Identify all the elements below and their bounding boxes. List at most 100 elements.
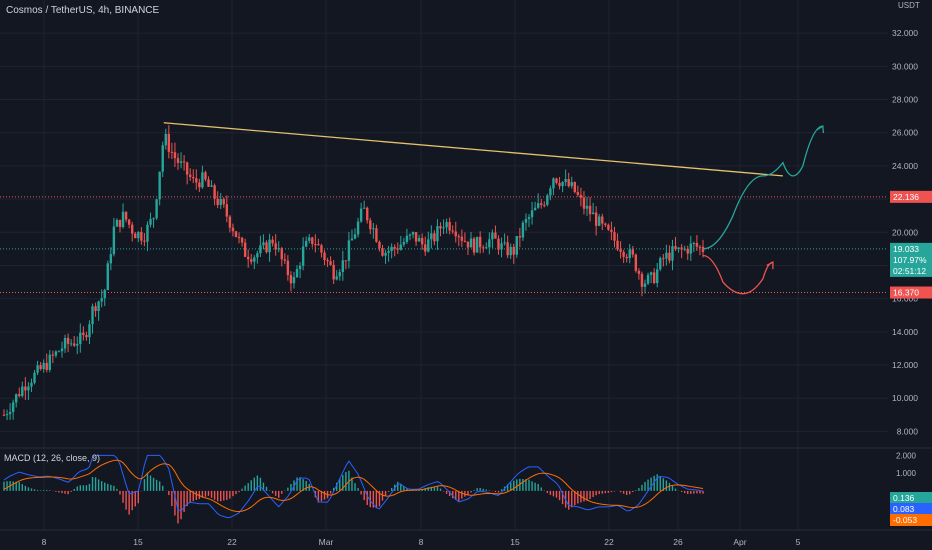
candle-body [414, 232, 418, 242]
candle-body [643, 283, 647, 287]
candle-body [277, 248, 280, 250]
candle-body [82, 332, 85, 335]
candle-body [320, 245, 323, 253]
candle-body [301, 246, 305, 266]
candle-body [137, 231, 140, 239]
candle-body [335, 276, 338, 280]
countdown-label: 02:51:12 [893, 266, 926, 276]
candle-body [188, 174, 192, 178]
candle-body [518, 236, 522, 238]
change-label: 107.97% [893, 255, 927, 265]
candle-body [73, 343, 76, 346]
candle-body [576, 192, 580, 195]
candle-body [656, 269, 659, 284]
candle-body [362, 207, 366, 209]
macd-title: MACD (12, 26, close, 9) [4, 453, 101, 463]
candle-body [677, 247, 680, 250]
candle-body [295, 268, 299, 278]
currency-label[interactable]: USDT [898, 1, 920, 10]
y-tick-label: 30.000 [892, 61, 918, 71]
x-tick-label: Mar [319, 537, 334, 547]
candle-body [149, 218, 152, 225]
price-levels [0, 196, 888, 294]
candle-body [54, 351, 58, 356]
candle-body [5, 414, 9, 416]
candle-body [350, 238, 354, 241]
candle-body [408, 234, 412, 236]
candle-body [622, 251, 625, 257]
macd-tick-label: 2.000 [896, 451, 917, 460]
candle-body [579, 194, 583, 198]
candle-body [442, 227, 445, 229]
candle-body [231, 227, 235, 232]
candle-body [222, 199, 225, 205]
candle-body [460, 236, 464, 241]
candle-body [332, 264, 335, 280]
candle-body [216, 198, 219, 206]
macd-tick-label: 1.000 [896, 469, 917, 478]
candle-body [268, 239, 271, 253]
candle-body [482, 247, 485, 249]
candle-body [613, 232, 616, 241]
candle-body [176, 158, 180, 163]
y-tick-label: 26.000 [892, 128, 918, 138]
candle-body [69, 343, 73, 345]
candle-body [170, 151, 174, 153]
candle-body [610, 229, 613, 233]
candle-body [558, 182, 561, 187]
x-tick-label: 15 [510, 537, 520, 547]
candle-body [207, 179, 210, 187]
macd-value-badge-bg [890, 503, 932, 515]
candle-body [359, 208, 363, 222]
candle-body [515, 236, 519, 255]
candle-body [36, 365, 39, 373]
y-tick-label: 16.000 [892, 294, 918, 304]
candle-body [210, 185, 213, 187]
candle-body [668, 252, 671, 261]
candle-body [466, 241, 470, 248]
candle-body [164, 133, 167, 146]
candle-body [463, 240, 467, 242]
candle-body [692, 242, 696, 244]
candle-body [640, 273, 644, 287]
candle-body [173, 152, 177, 159]
bearish-projection [702, 254, 774, 295]
support-price-label-bg [890, 286, 932, 299]
candle-body [375, 228, 378, 242]
x-tick-label: 8 [419, 537, 424, 547]
candle-body [292, 277, 296, 284]
candle-body [665, 252, 668, 259]
macd-histogram-badge: 0.136 [893, 493, 915, 503]
candle-body [228, 216, 232, 228]
y-tick-label: 24.000 [892, 161, 918, 171]
candle-body [646, 274, 650, 284]
candle-body [433, 233, 436, 242]
candle-body [179, 161, 183, 163]
candle-body [497, 238, 500, 250]
chart-title: Cosmos / TetherUS, 4h, BINANCE [6, 5, 160, 16]
candle-body [66, 337, 70, 344]
candle-body [598, 216, 601, 226]
candle-body [619, 249, 622, 252]
candle-body [527, 217, 531, 220]
candle-body [671, 246, 674, 261]
candle-body [561, 181, 564, 187]
candle-body [503, 242, 506, 244]
candle-body [262, 242, 265, 246]
candle-body [124, 211, 128, 220]
y-tick-label: 12.000 [892, 360, 918, 370]
candle-body [192, 177, 195, 179]
candle-body [591, 212, 595, 215]
candle-body [649, 272, 653, 275]
grid-lines [0, 0, 932, 531]
candle-body [411, 232, 415, 235]
candle-body [564, 179, 567, 182]
candle-body [155, 199, 158, 219]
candle-body [60, 348, 64, 352]
candle-body [121, 211, 125, 228]
candle-body [259, 245, 262, 254]
candle-body [97, 301, 100, 311]
axes: 8.00010.00012.00014.00016.00018.00020.00… [42, 28, 932, 547]
candle-body [448, 222, 451, 231]
